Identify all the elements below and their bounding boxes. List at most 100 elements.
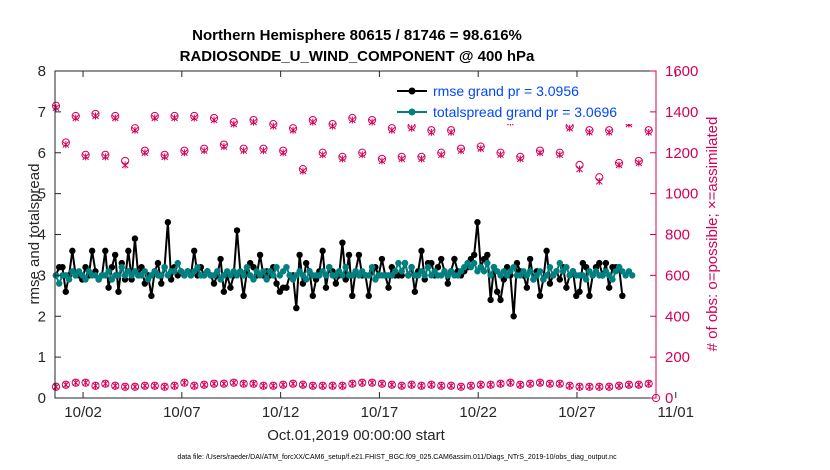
rmse-point: [494, 288, 501, 295]
totalspread-point: [105, 268, 112, 275]
legend-rmse-marker: [408, 87, 416, 95]
obs-possible-point: [190, 381, 199, 390]
obs-assimilated-point: [92, 112, 99, 120]
obs-assimilated-point: [566, 382, 574, 390]
obs-assimilated-point: [181, 379, 188, 387]
rmse-point: [349, 292, 356, 300]
rmse-point: [385, 284, 392, 291]
y-tick-label: 4: [38, 227, 46, 244]
totalspread-point: [536, 268, 544, 275]
rmse-point: [576, 288, 583, 295]
rmse-point: [154, 259, 162, 267]
obs-assimilated-point: [556, 380, 564, 388]
totalspread-point: [405, 272, 412, 279]
rmse-point: [69, 247, 76, 255]
totalspread-point: [194, 264, 201, 271]
totalspread-point: [484, 259, 491, 267]
obs-assimilated-point: [586, 128, 593, 136]
obs-assimilated-point: [388, 126, 396, 134]
rmse-point: [217, 255, 224, 263]
obs-possible-point: [140, 381, 149, 390]
obs-assimilated-point: [516, 381, 524, 389]
totalspread-point: [391, 268, 399, 275]
obs-possible-point: [506, 378, 515, 387]
totalspread-point: [214, 268, 221, 275]
rmse-point: [438, 255, 445, 263]
obs-assimilated-point: [190, 114, 198, 122]
totalspread-point: [270, 272, 277, 279]
y-tick-label: 3: [38, 267, 46, 284]
axis-ticks: 10/02 10/07 10/12 10/17 10/22 10/27 11/0101234…: [38, 63, 699, 421]
chart-subtitle: RADIOSONDE_U_WIND_COMPONENT @ 400 hPa: [180, 48, 535, 65]
y-right-tick-label: 0: [665, 390, 673, 407]
rmse-point: [497, 296, 504, 304]
totalspread-point: [556, 259, 563, 267]
rmse-point: [220, 288, 228, 295]
obs-possible-point: [328, 381, 337, 390]
rmse-point: [355, 251, 363, 259]
x-tick-label: 10/27: [558, 404, 596, 421]
obs-possible-point: [397, 381, 406, 390]
totalspread-point: [408, 264, 415, 271]
obs-possible-point: [239, 379, 248, 388]
obs-assimilated-point: [121, 161, 129, 169]
y-right-tick-label: 1200: [665, 145, 698, 162]
obs-assimilated-point: [240, 380, 248, 388]
obs-assimilated-point: [82, 379, 89, 387]
obs-possible-point: [644, 379, 653, 388]
obs-assimilated-point: [52, 383, 60, 391]
totalspread-point: [243, 264, 251, 271]
rmse-point: [148, 292, 155, 300]
obs-possible-point: [516, 380, 525, 389]
totalspread-point: [115, 272, 122, 279]
rmse-point: [411, 288, 419, 295]
obs-possible-point: [71, 378, 80, 387]
obs-assimilated-point: [299, 167, 307, 175]
y-tick-label: 1: [38, 349, 46, 366]
rmse-point: [543, 247, 550, 255]
totalspread-point: [398, 268, 405, 275]
rmse-point: [62, 288, 69, 295]
totalspread-point: [365, 272, 372, 279]
obs-assimilated-point: [398, 382, 406, 390]
y-right-tick-label: 1400: [665, 104, 698, 121]
legend-spread-marker: [408, 108, 416, 116]
legend-rmse-label: rmse grand pr = 3.0956: [433, 83, 579, 99]
totalspread-point: [546, 264, 554, 271]
totalspread-point: [480, 268, 488, 275]
y-right-tick-label: 200: [665, 349, 690, 366]
obs-assimilated-point: [615, 161, 623, 169]
obs-possible-point: [575, 382, 584, 391]
rmse-point: [105, 284, 112, 291]
obs-possible-point: [437, 381, 446, 390]
obs-assimilated-point: [190, 382, 198, 390]
rmse-point: [319, 247, 326, 255]
totalspread-point: [174, 259, 181, 267]
obs-assimilated-point: [635, 381, 643, 389]
obs-possible-point: [259, 381, 268, 390]
obs-assimilated-point: [418, 382, 425, 390]
obs-assimilated-point: [457, 147, 465, 155]
rmse-point: [510, 313, 517, 320]
totalspread-point: [582, 276, 590, 283]
obs-assimilated-point: [428, 381, 435, 389]
rmse-point: [563, 284, 570, 291]
obs-assimilated-point: [171, 114, 178, 122]
rmse-point: [332, 280, 340, 287]
obs-assimilated-point: [72, 114, 80, 122]
obs-possible-point: [377, 379, 387, 388]
obs-assimilated-point: [368, 379, 376, 387]
totalspread-point: [118, 264, 125, 271]
obs-assimilated-point: [487, 381, 494, 389]
totalspread-point: [401, 259, 409, 267]
obs-assimilated-point: [546, 380, 554, 388]
obs-assimilated-point: [595, 383, 603, 391]
legend: rmse grand pr = 3.0956 totalspread grand…: [392, 78, 650, 124]
obs-assimilated-point: [141, 149, 149, 157]
obs-assimilated-point: [121, 383, 129, 391]
obs-assimilated-point: [605, 383, 613, 391]
data-file-footer: data file: /Users/raeder/DAI/ATM_forcXX/…: [177, 454, 617, 461]
rmse-point: [619, 292, 626, 300]
obs-assimilated-point: [348, 116, 356, 124]
totalspread-point: [563, 264, 570, 271]
